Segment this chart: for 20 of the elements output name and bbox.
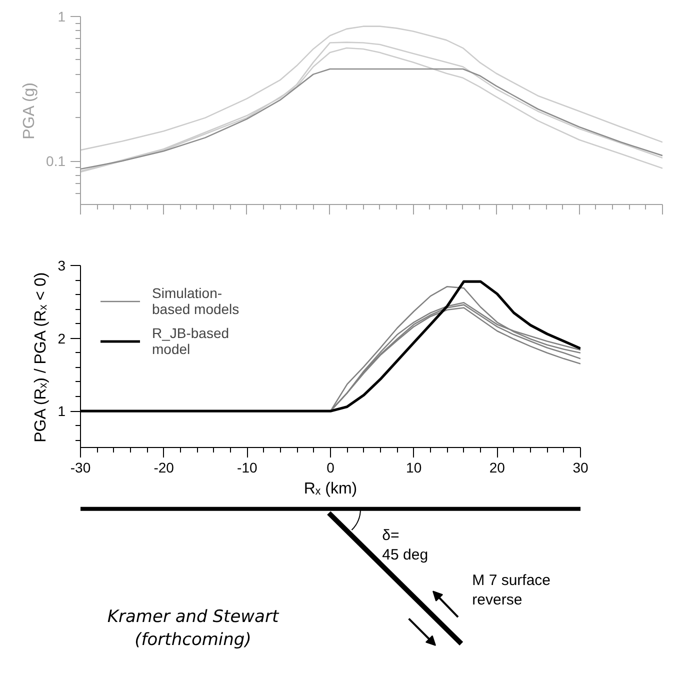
x-tick-label: -20 [154,460,174,476]
x-tick-label: 10 [406,460,422,476]
y-axis-title: PGA (Rₓ) / PGA (Rₓ < 0) [32,272,50,442]
y-tick-label: 1 [58,403,66,420]
x-tick-label: 0 [326,460,335,476]
legend-label: R_JB-based model [152,325,230,357]
y-tick-label: 3 [58,258,66,274]
x-tick-label: -10 [237,460,258,476]
text: δ= 45 deg [382,527,428,564]
y-axis-title: PGA (g) [21,82,38,140]
text: M 7 surface reverse [472,572,551,609]
legend-label: Simulation- based models [152,285,240,317]
x-tick-label: 30 [572,460,588,476]
x-axis-title: Rₓ (km) [304,480,358,498]
y-tick-label: 1 [58,8,66,24]
text: Kramer and Stewart (forthcoming) [107,607,280,650]
x-tick-label: 20 [489,460,506,476]
y-tick-label: 2 [58,330,66,346]
y-tick-label: 0.1 [46,153,66,169]
x-tick-label: -30 [70,460,91,476]
